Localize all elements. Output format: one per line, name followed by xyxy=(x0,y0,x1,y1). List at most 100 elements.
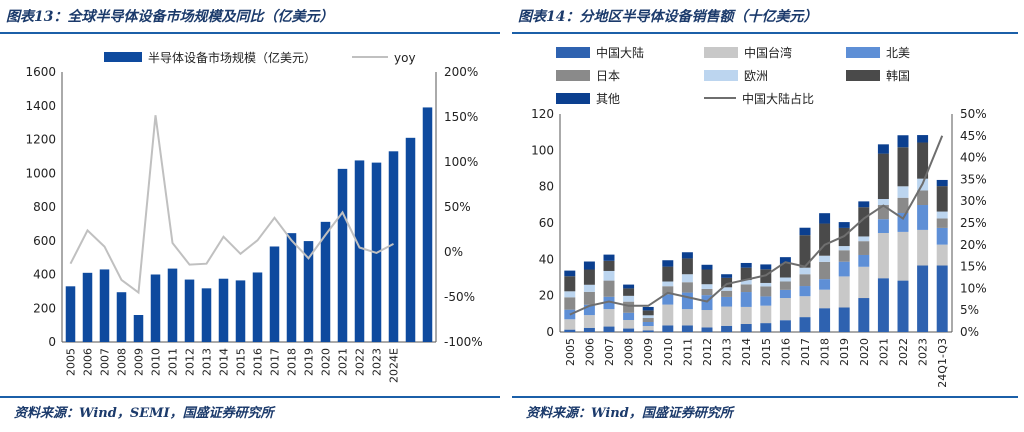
legend-yoy-label: yoy xyxy=(394,51,416,65)
bar-extra xyxy=(422,107,433,342)
stack-其他 xyxy=(799,227,811,236)
x-tick-label: 2007 xyxy=(603,338,616,366)
stack-中国台湾 xyxy=(721,306,733,326)
stack-其他 xyxy=(681,252,693,259)
stack-中国台湾 xyxy=(799,296,811,318)
bar-extra xyxy=(405,137,416,342)
stack-中国台湾 xyxy=(642,326,654,331)
stack-北美 xyxy=(642,322,654,327)
stack-日本 xyxy=(877,205,889,220)
x-tick-label: 2015 xyxy=(760,338,773,366)
stack-北美 xyxy=(721,296,733,307)
y-tick-label: 600 xyxy=(33,234,56,248)
stack-北美 xyxy=(838,261,850,277)
stack-韩国 xyxy=(779,263,791,278)
legend-label: 中国大陆 xyxy=(596,45,644,60)
stack-中国大陆 xyxy=(662,325,674,332)
legend-swatch xyxy=(556,47,590,58)
y2-tick-label: 25% xyxy=(960,216,987,230)
bar-2016 xyxy=(252,272,263,342)
y-tick-label: 20 xyxy=(539,289,554,303)
stack-中国大陆 xyxy=(917,265,929,332)
x-tick-label: 2010 xyxy=(150,348,163,376)
x-tick-label: 24Q1-Q3 xyxy=(936,338,949,388)
y-tick-label: 0 xyxy=(546,325,554,339)
y-tick-label: 40 xyxy=(539,252,554,266)
y2-tick-label: 10% xyxy=(960,281,987,295)
stack-日本 xyxy=(897,197,909,214)
stack-中国台湾 xyxy=(583,315,595,328)
stack-中国大陆 xyxy=(603,326,615,332)
stack-欧洲 xyxy=(838,246,850,251)
y2-tick-label: 15% xyxy=(960,260,987,274)
stack-中国台湾 xyxy=(897,231,909,281)
stack-日本 xyxy=(583,291,595,305)
left-source-rule xyxy=(0,396,500,398)
stack-中国大陆 xyxy=(681,325,693,332)
left-chart-title: 图表13：全球半导体设备市场规模及同比（亿美元） xyxy=(6,9,334,25)
stack-日本 xyxy=(819,261,831,280)
stack-其他 xyxy=(877,144,889,154)
stack-韩国 xyxy=(681,258,693,275)
y2-tick-label: -100% xyxy=(444,335,483,349)
y-tick-label: 80 xyxy=(539,180,554,194)
left-chart-svg: 0 200 400 600 800 1000 1200 1400 1600 -100% -50% 0%… xyxy=(25,50,483,383)
stack-日本 xyxy=(623,301,635,313)
right-chart-panel: 图表14：分地区半导体设备销售额（十亿美元） 0 20 40 60 80 100 120 0%… xyxy=(512,0,1024,432)
stack-日本 xyxy=(662,286,674,295)
stack-中国台湾 xyxy=(877,232,889,279)
stack-韩国 xyxy=(583,269,595,285)
y-tick-label: 800 xyxy=(33,200,56,214)
stack-中国台湾 xyxy=(936,244,948,266)
stack-欧洲 xyxy=(642,315,654,319)
left-chart-panel: 图表13：全球半导体设备市场规模及同比（亿美元） 0 200 400 600 800 10… xyxy=(0,0,506,432)
y-tick-label: 100 xyxy=(531,143,554,157)
stack-中国台湾 xyxy=(838,276,850,308)
stack-其他 xyxy=(779,257,791,264)
stack-北美 xyxy=(603,296,615,310)
stack-欧洲 xyxy=(779,277,791,282)
legend-label: 北美 xyxy=(886,46,910,60)
legend-bar-swatch xyxy=(104,52,142,62)
stack-中国台湾 xyxy=(662,304,674,326)
stack-其他 xyxy=(838,222,850,228)
stack-中国大陆 xyxy=(740,324,752,332)
left-chart-source: 资料来源：Wind，SEMI，国盛证券研究所 xyxy=(14,406,274,421)
x-tick-label: 2007 xyxy=(99,348,112,376)
x-tick-label: 2023 xyxy=(917,338,930,366)
x-tick-label: 2020 xyxy=(320,348,333,376)
stack-其他 xyxy=(858,201,870,208)
stack-北美 xyxy=(819,279,831,290)
stack-韩国 xyxy=(721,277,733,288)
bar-2017 xyxy=(269,246,280,342)
stack-北美 xyxy=(799,286,811,297)
legend-swatch xyxy=(704,70,738,81)
stack-日本 xyxy=(740,284,752,293)
stack-中国台湾 xyxy=(701,310,713,328)
right-chart-title: 图表14：分地区半导体设备销售额（十亿美元） xyxy=(518,9,818,25)
y-tick-label: 1400 xyxy=(25,99,56,113)
legend-label: 中国台湾 xyxy=(744,45,792,60)
legend-swatch xyxy=(846,47,880,58)
stack-北美 xyxy=(936,227,948,245)
stack-日本 xyxy=(564,297,576,310)
stack-中国大陆 xyxy=(819,308,831,332)
bar-2011 xyxy=(167,268,178,342)
x-tick-label: 2023 xyxy=(371,348,384,376)
bar-2012 xyxy=(184,279,195,342)
stack-北美 xyxy=(858,254,870,267)
bar-2005 xyxy=(65,286,76,342)
stack-其他 xyxy=(897,135,909,148)
x-tick-label: 2021 xyxy=(877,338,890,366)
y-tick-label: 1600 xyxy=(25,65,56,79)
x-tick-label: 2012 xyxy=(701,338,714,366)
stack-中国台湾 xyxy=(819,289,831,309)
y2-tick-label: 20% xyxy=(960,238,987,252)
stack-欧洲 xyxy=(877,199,889,206)
stack-日本 xyxy=(858,241,870,255)
stack-欧洲 xyxy=(897,186,909,198)
right-title-rule xyxy=(512,32,1018,34)
y2-tick-label: 45% xyxy=(960,129,987,143)
stack-日本 xyxy=(603,280,615,297)
stack-中国台湾 xyxy=(858,266,870,299)
